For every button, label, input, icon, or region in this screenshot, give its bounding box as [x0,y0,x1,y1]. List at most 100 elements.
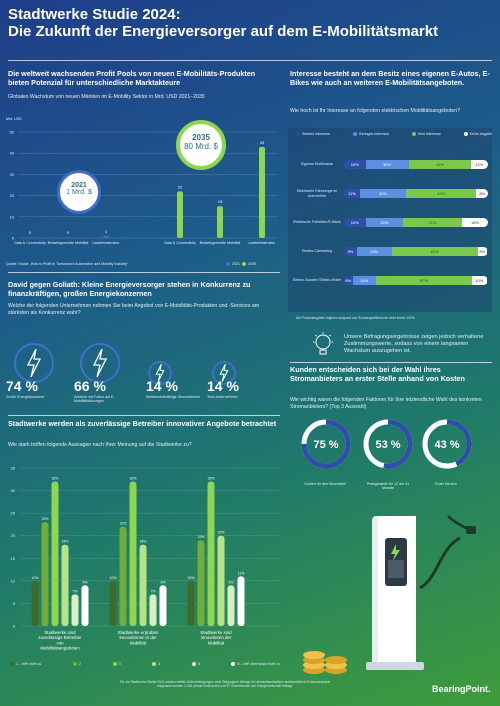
sw-value-label: 10% [110,576,117,580]
interest-row-label: Elektro-Carsharing [302,249,332,254]
konkurrenz-pct-2: 66 % [74,378,106,394]
sw-bar [129,481,137,626]
sw-category-label: Stadtwerke sind [200,630,232,635]
profit-bar [259,146,265,238]
interest-note: Die Prozentangaben ergeben aufgrund von … [296,316,415,320]
sw-bar [197,540,205,626]
kosten-label-1: Kosten für den Strom/tarif [304,482,346,486]
interest-bar-segment: 24% [356,247,392,256]
profit-ytick: 30 [10,172,15,177]
sw-ytick: 5 [13,601,16,606]
stadtwerke-legend: 1 – trifft nicht zu 2 3 4 5 6 – trifft überha… [10,662,280,667]
interest-row: Eigenes Elektroauto 15% 30% 43% 12% [292,150,490,179]
sw-legend-dot [10,662,14,667]
profit-ytick: 10 [10,214,15,219]
sw-legend-item: 3 [112,662,121,667]
profit-bar [65,237,71,238]
lightning-icon [155,364,165,382]
legend-2035-dot [242,262,246,267]
charging-station-icon [366,515,476,670]
sw-legend-dot [231,662,236,667]
coins-icon [303,651,347,674]
profit-bar [217,206,223,238]
kosten-ring-fill [422,419,472,469]
kosten-pct: 43 % [434,439,459,451]
page-title-line2: Die Zukunft der Energieversorger auf dem… [8,23,439,40]
sw-bar [119,526,127,626]
sw-bar [159,585,167,626]
interest-legend-2: Geringes Interesse [352,132,389,137]
interest-chart: Eigenes Elektroauto 15% 30% 43% 12% Elektrisc… [292,150,490,295]
sw-value-label: 32% [130,477,137,481]
sw-value-label: 23% [42,517,49,521]
interest-title: Interesse besteht an dem Besitz eines ei… [290,69,490,87]
interest-legend: Starkes Interesse Geringes Interesse Kei… [296,132,492,137]
lightning-icon [92,349,108,377]
sw-legend-item: 1 – trifft nicht zu [10,662,41,667]
interest-bar-segment: 18% [462,218,488,227]
sw-category-label: Innovationen in der [119,635,157,640]
profit-subtitle: Globales Wachstum von neuen Märkten im E… [8,94,205,100]
sw-legend-item: 5 [191,662,200,667]
sw-value-label: 9% [161,580,166,584]
lightning-icon [219,364,229,382]
sw-legend-item: 4 [152,662,160,667]
konkurrenz-label-3: Wettbewerbsfähige Stromanbieter [146,395,201,399]
bubble-2035-value: 80 Mrd. $ [184,142,218,151]
profit-value-label: 43 [260,140,265,145]
interest-bar: 15% 30% 43% 12% [344,160,488,169]
kosten-pct: 75 % [313,439,338,451]
konkurrenz-label-2: Anbieter mit Fokus auf E-Mobilitätslösun… [74,395,115,404]
sw-ytick: 25 [11,511,16,516]
interest-legend-1: Starkes Interesse [296,132,330,137]
konkurrenz-circle-4 [212,361,236,385]
profit-bar [177,191,183,238]
sw-ytick: 15 [11,556,16,561]
sw-category-label: Mobilitätsangeboten [40,646,80,651]
interest-legend-4: Keine Angabe [463,132,492,137]
konkurrenz-label-1: Große Energiekonzerne [6,395,45,399]
profit-bar [103,235,109,238]
sw-category-label: Mobilität [208,640,225,645]
interest-bar-segment: 8% [476,189,488,198]
profit-ytick: 20 [10,193,15,198]
sw-bar [61,544,69,626]
interest-row: Elektro-Scooter/ Elektro-Roller 6% 16% 67% 1… [292,266,490,295]
sw-value-label: 22% [120,522,127,526]
interest-row: Elektro-Carsharing 9% 24% 60% 6% [292,237,490,266]
konkurrenz-label-4: Tech-Unternehmen [207,395,238,399]
interest-row-label: Elektrische Fahrzeuge im Autoverleih [296,189,338,198]
sw-legend-label: 6 – trifft überhaupt nicht zu [237,662,280,666]
interest-bar: 11% 32% 49% 8% [344,189,488,198]
sw-legend-label: 3 [118,662,121,666]
kosten-ring-fill [301,419,351,469]
sw-category-label: Mobilität [130,640,147,645]
goliath-title: David gegen Goliath: Kleine Energieverso… [8,280,251,298]
divider-left-2 [8,415,280,416]
page-title-line1: Stadtwerke Studie 2024: [8,6,181,23]
sw-ytick: 0 [13,624,16,629]
stadtwerke-title: Stadtwerke werden als zuverlässige Betre… [8,419,277,428]
sw-category-label: zuverlässige Betreiber [38,635,82,640]
profit-value-label: 0 [67,230,70,235]
sw-bar [237,576,245,626]
profit-bar [27,237,33,238]
bubble-2021-value: 1 Mrd. $ [66,189,92,196]
sw-bar [51,481,59,626]
sw-category-label: Stadtwerke sind [44,630,76,635]
sw-legend-dot [112,662,117,667]
profit-category-label: Bedarfsgerechte Mobilität [200,241,241,245]
profit-ytick: 50 [10,130,15,135]
sw-legend-dot [152,662,157,667]
profit-source: Quelle: Studie „How to Profit in Tomorro… [6,262,129,266]
kosten-question: Wie wichtig waren die folgenden Faktoren… [290,397,482,410]
sw-ytick: 30 [11,488,16,493]
profit-title: Die weltweit wachsenden Profit Pools von… [8,69,256,87]
interest-bar-segment: 12% [470,160,488,169]
sw-category-label: Innovatoren der [201,635,232,640]
sw-bar [81,585,89,626]
profit-value-label: 0 [29,230,32,235]
sw-legend-item: 6 – trifft überhaupt nicht zu [231,662,280,667]
sw-legend-dot [72,662,77,667]
